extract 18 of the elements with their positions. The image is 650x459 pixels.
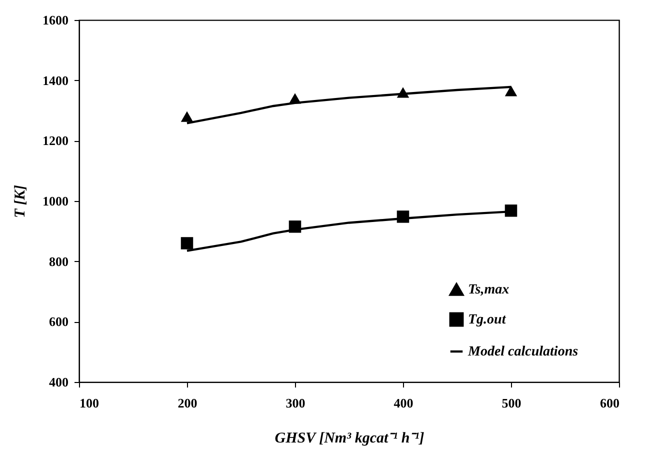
legend-label: Ts,max [468,282,510,298]
y-tick-label: 800 [49,254,68,269]
y-tick-label: 1200 [42,133,68,148]
y-tick-label: 600 [49,314,68,330]
y-tick-label: 1000 [42,194,68,208]
legend-label: Model calculations [467,344,579,360]
x-tick-label: 200 [178,396,198,410]
x-tick-label: 500 [502,396,522,410]
y-tick-label: 400 [49,374,68,390]
x-tick-label: 400 [394,396,414,410]
x-tick-label: 100 [80,396,99,410]
y-tick-label: 1400 [42,72,68,88]
x-tick-label: 600 [600,396,620,410]
y-axis-title: T [K] [12,185,28,218]
x-axis-title: GHSV [Nm³ kgcat⁻¹ h⁻¹] [274,430,424,446]
y-tick-label: 1600 [42,12,68,28]
legend-label: Tg.out [468,312,507,328]
x-tick-label: 300 [286,396,306,410]
